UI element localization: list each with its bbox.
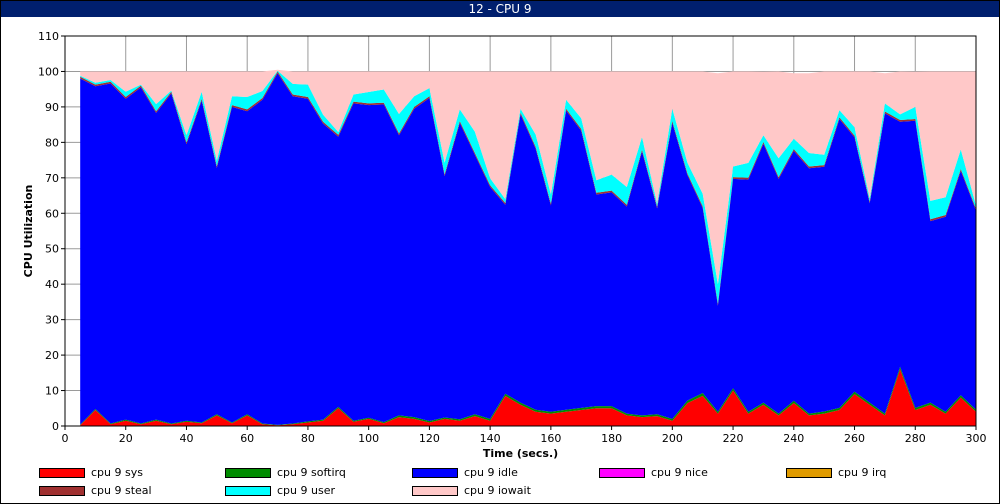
area-cpu-9-idle [80,73,976,425]
legend-swatch [786,468,832,478]
y-axis-label: CPU Utilization [22,185,35,278]
y-tick-label: 80 [45,136,59,149]
legend-item-cpu-9-idle: cpu 9 idle [412,466,518,480]
y-tick-label: 100 [38,65,59,78]
y-tick-label: 60 [45,207,59,220]
legend-swatch [39,468,85,478]
legend-swatch [412,486,458,496]
x-tick-label: 40 [179,432,193,445]
legend-swatch [39,486,85,496]
x-tick-label: 300 [966,432,987,445]
legend-label: cpu 9 softirq [277,466,346,479]
y-tick-label: 110 [38,30,59,43]
x-tick-label: 200 [662,432,683,445]
x-tick-label: 60 [240,432,254,445]
x-tick-label: 280 [905,432,926,445]
legend-item-cpu-9-steal: cpu 9 steal [39,484,152,498]
legend-label: cpu 9 iowait [464,484,531,497]
x-tick-label: 20 [119,432,133,445]
chart-legend: cpu 9 sys cpu 9 softirq cpu 9 idle cpu 9 ni… [1,464,999,502]
area-cpu-9-steal [80,71,976,306]
legend-label: cpu 9 user [277,484,335,497]
x-tick-label: 100 [358,432,379,445]
y-tick-label: 40 [45,278,59,291]
y-tick-label: 90 [45,101,59,114]
y-tick-label: 30 [45,314,59,327]
legend-swatch [225,486,271,496]
y-tick-label: 20 [45,349,59,362]
area-cpu-9-sys [80,369,976,426]
x-tick-label: 120 [419,432,440,445]
x-tick-label: 140 [480,432,501,445]
y-tick-label: 0 [52,420,59,433]
legend-item-cpu-9-softirq: cpu 9 softirq [225,466,346,480]
legend-item-cpu-9-user: cpu 9 user [225,484,335,498]
legend-item-cpu-9-nice: cpu 9 nice [599,466,708,480]
area-cpu-9-iowait [80,69,976,285]
legend-label: cpu 9 nice [651,466,708,479]
x-tick-label: 160 [540,432,561,445]
legend-swatch [225,468,271,478]
x-tick-label: 0 [62,432,69,445]
x-tick-label: 240 [783,432,804,445]
area-cpu-9-softirq [80,366,976,426]
legend-item-cpu-9-irq: cpu 9 irq [786,466,886,480]
legend-item-cpu-9-sys: cpu 9 sys [39,466,143,480]
x-axis-label: Time (secs.) [483,447,558,460]
y-tick-label: 10 [45,385,59,398]
x-tick-label: 220 [723,432,744,445]
window-title: 12 - CPU 9 [1,1,999,17]
x-tick-label: 260 [844,432,865,445]
y-tick-label: 50 [45,243,59,256]
x-tick-label: 80 [301,432,315,445]
x-tick-label: 180 [601,432,622,445]
legend-label: cpu 9 sys [91,466,143,479]
y-tick-label: 70 [45,172,59,185]
legend-label: cpu 9 idle [464,466,518,479]
legend-swatch [599,468,645,478]
legend-swatch [412,468,458,478]
cpu-utilization-chart: 0 20 40 60 80 100 120 140 160 180 200 220 240 260 280 3… [22,30,987,460]
plot-border [64,35,977,427]
legend-label: cpu 9 steal [91,484,152,497]
legend-label: cpu 9 irq [838,466,887,479]
legend-item-cpu-9-iowait: cpu 9 iowait [412,484,531,498]
